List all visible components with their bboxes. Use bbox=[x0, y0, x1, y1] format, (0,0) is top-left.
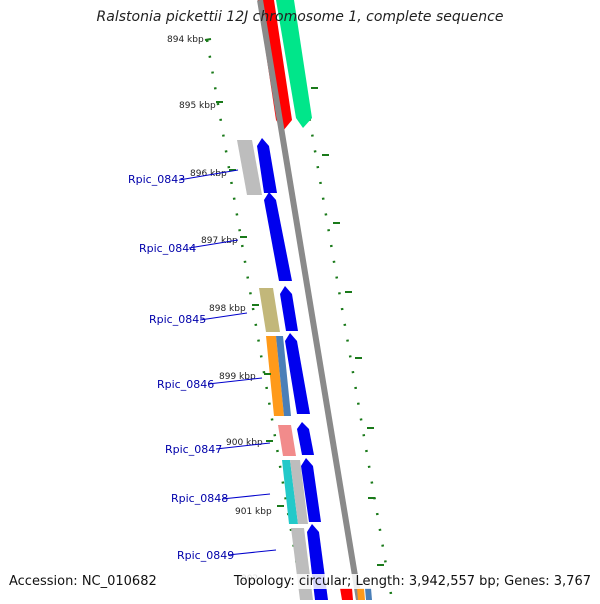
ruler-label: 898 kbp bbox=[209, 304, 246, 314]
ruler-label: 894 kbp bbox=[167, 35, 204, 45]
map-title: Ralstonia pickettii 12J chromosome 1, co… bbox=[96, 9, 504, 25]
gene-label-rpic-0843[interactable]: Rpic_0843 bbox=[128, 173, 185, 186]
gene-label-rpic-0848[interactable]: Rpic_0848 bbox=[171, 492, 228, 505]
ruler-major-ticks bbox=[204, 38, 384, 566]
feature-bottom bbox=[357, 588, 365, 600]
ruler-label: 896 kbp bbox=[190, 169, 227, 179]
accession-text: Accession: NC_010682 bbox=[9, 574, 157, 589]
cog-strip bbox=[266, 336, 284, 416]
chromosome-backbone bbox=[257, 0, 362, 601]
ruler-label: 897 kbp bbox=[201, 236, 238, 246]
gene-arrow bbox=[280, 286, 298, 331]
gene-arrow bbox=[297, 422, 314, 455]
gene-label-rpic-0844[interactable]: Rpic_0844 bbox=[139, 242, 196, 255]
gene-leader-lines bbox=[178, 169, 277, 556]
cog-strip bbox=[276, 336, 291, 416]
gene-arrow bbox=[301, 458, 321, 522]
gene-label-rpic-0847[interactable]: Rpic_0847 bbox=[165, 443, 222, 456]
gene-arrow bbox=[264, 192, 292, 281]
gene-label-rpic-0846[interactable]: Rpic_0846 bbox=[157, 378, 214, 391]
cog-strip bbox=[290, 460, 308, 524]
gene-arrow bbox=[257, 138, 277, 193]
cog-strip bbox=[259, 288, 280, 332]
feature-bottom bbox=[365, 588, 372, 600]
feature-bottom bbox=[340, 588, 353, 600]
gene-label-rpic-0845[interactable]: Rpic_0845 bbox=[149, 313, 206, 326]
cog-strip bbox=[282, 460, 298, 524]
ruler-label: 901 kbp bbox=[235, 507, 272, 517]
ruler-label: 900 kbp bbox=[226, 438, 263, 448]
ruler-label: 899 kbp bbox=[219, 372, 256, 382]
genome-summary: Topology: circular; Length: 3,942,557 bp… bbox=[233, 574, 591, 589]
gene-label-rpic-0849[interactable]: Rpic_0849 bbox=[177, 549, 234, 562]
cog-strip bbox=[237, 140, 262, 195]
feature-green-top bbox=[276, 0, 312, 128]
ruler-label: 895 kbp bbox=[179, 101, 216, 111]
cog-strip bbox=[278, 425, 296, 456]
gene-arrow bbox=[285, 333, 310, 414]
